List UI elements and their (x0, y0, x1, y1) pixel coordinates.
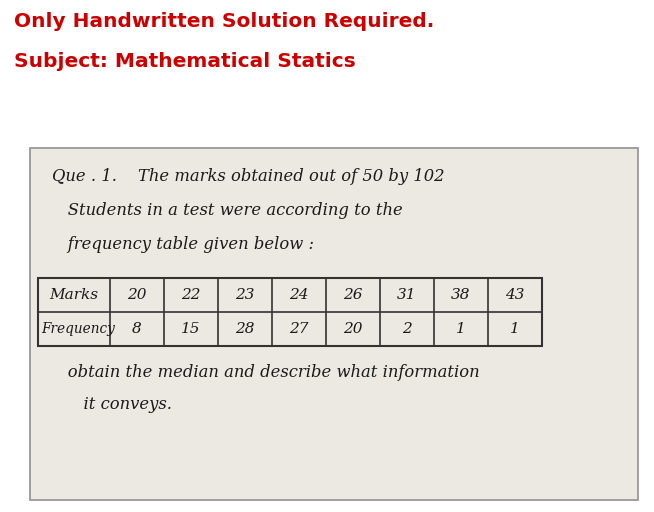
Bar (38, 278, 542, 346)
Text: obtain the median and describe what information: obtain the median and describe what info… (52, 364, 479, 381)
Text: Marks: Marks (50, 288, 99, 302)
Text: 1: 1 (510, 322, 520, 336)
Text: 28: 28 (235, 322, 255, 336)
Text: 8: 8 (132, 322, 142, 336)
Text: Only Handwritten Solution Required.: Only Handwritten Solution Required. (14, 12, 434, 31)
Text: 2: 2 (402, 322, 412, 336)
Text: Frequency: Frequency (41, 322, 115, 336)
Text: 20: 20 (128, 288, 146, 302)
Text: Que . 1.    The marks obtained out of 50 by 102: Que . 1. The marks obtained out of 50 by… (52, 168, 445, 185)
Text: 15: 15 (181, 322, 201, 336)
Text: 43: 43 (506, 288, 525, 302)
Text: Subject: Mathematical Statics: Subject: Mathematical Statics (14, 52, 356, 71)
Text: 22: 22 (181, 288, 201, 302)
Text: frequency table given below :: frequency table given below : (52, 236, 314, 253)
FancyBboxPatch shape (30, 148, 638, 500)
Text: 38: 38 (451, 288, 471, 302)
Text: Students in a test were according to the: Students in a test were according to the (52, 202, 403, 219)
Text: 31: 31 (397, 288, 417, 302)
Text: 24: 24 (289, 288, 309, 302)
Text: 1: 1 (456, 322, 466, 336)
Text: 27: 27 (289, 322, 309, 336)
Text: 26: 26 (343, 288, 363, 302)
Text: 23: 23 (235, 288, 255, 302)
Text: it conveys.: it conveys. (52, 396, 172, 413)
Text: 20: 20 (343, 322, 363, 336)
